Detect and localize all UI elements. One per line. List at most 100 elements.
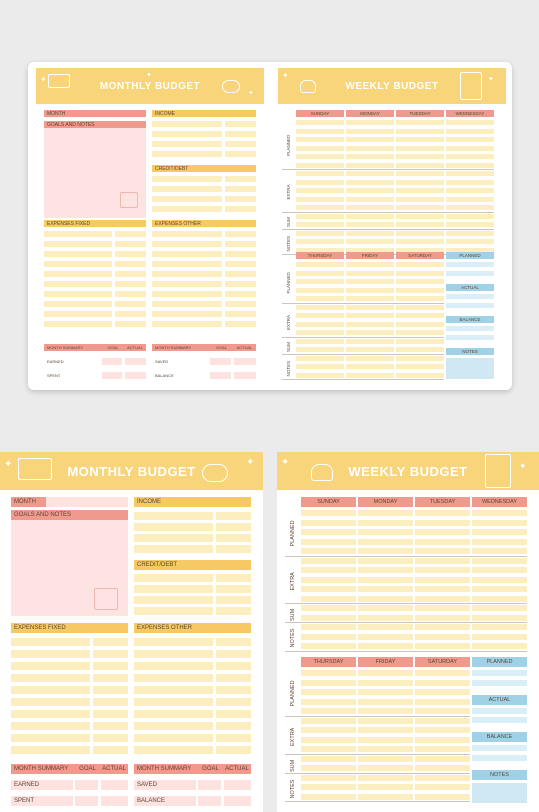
day-entry[interactable] <box>346 145 394 151</box>
day-entry[interactable] <box>446 162 494 168</box>
entry-line[interactable] <box>44 231 113 237</box>
day-entry[interactable] <box>301 793 356 800</box>
day-entry[interactable] <box>396 145 444 151</box>
entry-line[interactable] <box>44 291 113 297</box>
entry-amount[interactable] <box>92 710 128 718</box>
entry-line[interactable] <box>134 662 213 670</box>
day-entry[interactable] <box>472 548 527 554</box>
entry-line[interactable] <box>152 281 222 287</box>
day-entry[interactable] <box>296 287 344 293</box>
entry-line[interactable] <box>134 638 213 646</box>
entry-amount[interactable] <box>224 321 256 327</box>
day-entry[interactable] <box>346 196 394 202</box>
day-entry[interactable] <box>396 372 444 378</box>
entry-line[interactable] <box>44 311 113 317</box>
day-entry[interactable] <box>472 557 527 564</box>
day-entry[interactable] <box>415 736 470 743</box>
day-entry[interactable] <box>296 205 344 210</box>
entry-amount[interactable] <box>224 131 256 137</box>
entry-line[interactable] <box>11 722 90 730</box>
entry-amount[interactable] <box>215 523 251 531</box>
day-entry[interactable] <box>358 529 413 535</box>
day-entry[interactable] <box>301 774 356 781</box>
entry-amount[interactable] <box>224 251 256 257</box>
entry-line[interactable] <box>152 321 222 327</box>
entry-line[interactable] <box>134 710 213 718</box>
day-entry[interactable] <box>472 529 527 535</box>
entry-amount[interactable] <box>224 231 256 237</box>
entry-line[interactable] <box>134 746 213 754</box>
entry-line[interactable] <box>152 261 222 267</box>
day-entry[interactable] <box>346 304 394 310</box>
entry-line[interactable] <box>134 722 213 730</box>
notes-area[interactable] <box>446 358 494 379</box>
day-entry[interactable] <box>301 708 356 714</box>
entry-line[interactable] <box>134 596 213 604</box>
day-entry[interactable] <box>472 567 527 573</box>
day-entry[interactable] <box>446 196 494 202</box>
day-entry[interactable] <box>446 179 494 185</box>
entry-line[interactable] <box>152 131 222 137</box>
goals-notes-area[interactable] <box>44 128 146 218</box>
day-entry[interactable] <box>358 717 413 724</box>
entry-amount[interactable] <box>224 121 256 127</box>
entry-line[interactable] <box>11 650 90 658</box>
day-entry[interactable] <box>415 643 470 649</box>
day-entry[interactable] <box>396 304 444 310</box>
entry-line[interactable] <box>44 321 113 327</box>
day-entry[interactable] <box>296 270 344 276</box>
entry-line[interactable] <box>134 512 213 520</box>
entry-amount[interactable] <box>215 722 251 730</box>
day-entry[interactable] <box>296 304 344 310</box>
day-entry[interactable] <box>301 586 356 592</box>
entry-amount[interactable] <box>115 261 146 267</box>
day-entry[interactable] <box>301 679 356 686</box>
entry-line[interactable] <box>152 121 222 127</box>
day-entry[interactable] <box>472 519 527 526</box>
day-entry[interactable] <box>301 557 356 564</box>
entry-amount[interactable] <box>224 186 256 192</box>
day-entry[interactable] <box>446 120 494 125</box>
day-entry[interactable] <box>415 746 470 752</box>
entry-amount[interactable] <box>115 321 146 327</box>
day-entry[interactable] <box>396 287 444 293</box>
entry-amount[interactable] <box>115 291 146 297</box>
day-entry[interactable] <box>472 576 527 583</box>
entry-line[interactable] <box>44 281 113 287</box>
day-entry[interactable] <box>396 222 444 227</box>
day-entry[interactable] <box>396 162 444 168</box>
day-entry[interactable] <box>296 364 344 369</box>
day-entry[interactable] <box>396 262 444 267</box>
entry-line[interactable] <box>44 241 113 247</box>
entry-line[interactable] <box>44 261 113 267</box>
day-entry[interactable] <box>346 270 394 276</box>
day-entry[interactable] <box>358 519 413 526</box>
day-entry[interactable] <box>446 145 494 151</box>
day-entry[interactable] <box>415 576 470 583</box>
day-entry[interactable] <box>415 717 470 724</box>
entry-amount[interactable] <box>92 734 128 742</box>
entry-amount[interactable] <box>224 271 256 277</box>
day-entry[interactable] <box>472 633 527 640</box>
entry-amount[interactable] <box>115 311 146 317</box>
day-entry[interactable] <box>301 595 356 602</box>
day-entry[interactable] <box>301 614 356 621</box>
day-entry[interactable] <box>396 338 444 344</box>
day-entry[interactable] <box>396 321 444 327</box>
entry-amount[interactable] <box>215 734 251 742</box>
day-entry[interactable] <box>358 708 413 714</box>
entry-amount[interactable] <box>115 231 146 237</box>
day-entry[interactable] <box>346 154 394 159</box>
day-entry[interactable] <box>296 154 344 159</box>
day-entry[interactable] <box>396 364 444 369</box>
day-entry[interactable] <box>296 171 344 176</box>
day-entry[interactable] <box>446 188 494 193</box>
day-entry[interactable] <box>358 538 413 545</box>
day-entry[interactable] <box>296 239 344 244</box>
day-entry[interactable] <box>346 372 394 378</box>
day-entry[interactable] <box>296 188 344 193</box>
day-entry[interactable] <box>396 279 444 284</box>
day-entry[interactable] <box>446 128 494 134</box>
day-entry[interactable] <box>358 774 413 781</box>
entry-amount[interactable] <box>224 241 256 247</box>
